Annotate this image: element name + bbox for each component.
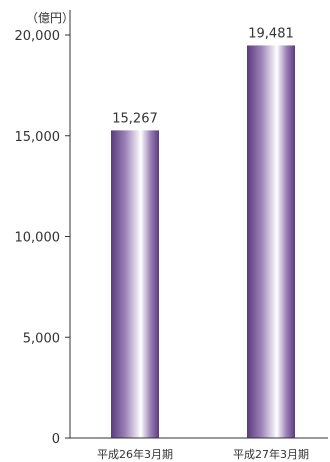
x-tick-label: 平成26年3月期 — [97, 447, 173, 461]
bar-value-label: 15,267 — [112, 111, 158, 126]
y-tick-label: 5,000 — [23, 331, 60, 346]
y-tick-label: 10,000 — [15, 231, 61, 246]
bar — [247, 45, 295, 438]
y-tick-label: 0 — [52, 432, 60, 447]
y-tick-label: 15,000 — [15, 130, 61, 145]
bars — [111, 45, 295, 439]
bar-value-label: 19,481 — [248, 26, 294, 41]
y-tick-label: 20,000 — [15, 29, 61, 44]
x-tick-label: 平成27年3月期 — [233, 447, 309, 461]
value-labels: 15,267 19,481 — [112, 26, 294, 126]
y-axis: 0 5,000 10,000 15,000 20,000 — [15, 29, 70, 447]
x-axis: 平成26年3月期 平成27年3月期 — [97, 447, 309, 461]
y-axis-unit-label: （億円） — [26, 11, 74, 25]
bar — [111, 130, 159, 439]
